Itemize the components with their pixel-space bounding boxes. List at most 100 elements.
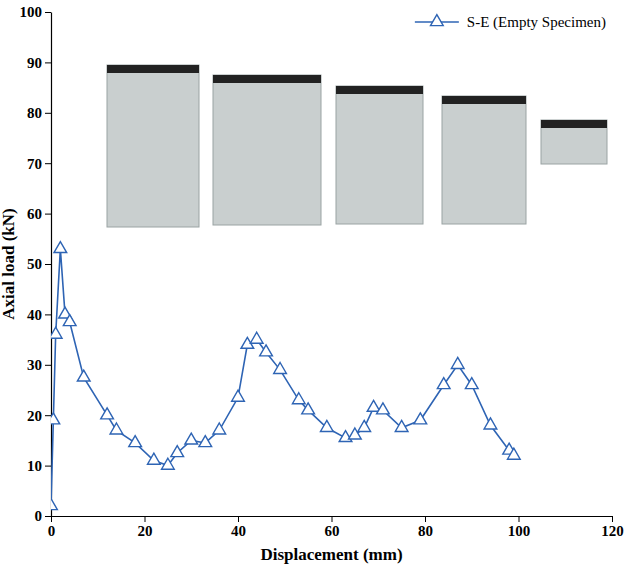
tick-mark [45, 314, 51, 315]
marker [51, 413, 60, 424]
marker [395, 420, 408, 431]
tick-label: 70 [27, 156, 42, 172]
marker [147, 453, 160, 464]
tick-mark [45, 163, 51, 164]
tick-mark [425, 516, 426, 522]
marker [437, 378, 450, 389]
tick-label: 10 [27, 458, 42, 474]
marker [110, 423, 123, 434]
tick: 30 [27, 357, 51, 373]
tick: 80 [418, 516, 433, 539]
marker [320, 420, 333, 431]
y-axis: 0 10 20 30 40 50 60 70 80 90 100 [20, 4, 52, 524]
legend-entry: S-E (Empty Specimen) [415, 14, 606, 31]
plot: 0 20 40 60 80 100 120 0 10 20 30 40 50 60 70 80 90 100 Dis… [20, 4, 624, 564]
tick-label: 40 [27, 307, 42, 323]
tick-mark [332, 516, 333, 522]
tick: 40 [231, 516, 246, 539]
tick: 90 [27, 55, 51, 71]
marker [465, 378, 478, 389]
photos [107, 65, 607, 227]
tick-mark [45, 12, 51, 13]
x-axis-title: Displacement (mm) [260, 545, 402, 564]
tick-label: 100 [508, 523, 531, 539]
tick-mark [612, 516, 613, 522]
marker [77, 370, 90, 381]
tick-mark [145, 516, 146, 522]
marker [507, 448, 520, 459]
photo [442, 96, 526, 224]
legend: S-E (Empty Specimen) [415, 14, 606, 31]
tick-mark [45, 62, 51, 63]
tick-label: 100 [20, 4, 43, 20]
marker [414, 413, 427, 424]
tick-label: 0 [35, 508, 43, 524]
tick: 20 [138, 516, 153, 539]
tick: 80 [27, 105, 51, 121]
tick-label: 50 [27, 256, 42, 272]
legend-label: S-E (Empty Specimen) [467, 14, 606, 31]
tick-label: 80 [418, 523, 433, 539]
photo [107, 65, 199, 227]
tick: 60 [27, 206, 51, 222]
photo-plate [213, 75, 321, 83]
tick: 0 [48, 516, 56, 539]
tick-label: 20 [138, 523, 153, 539]
marker [213, 423, 226, 434]
marker [292, 393, 305, 404]
photo [336, 86, 423, 224]
tick-mark [45, 113, 51, 114]
marker [302, 403, 315, 414]
marker [367, 400, 380, 411]
tick-mark [45, 365, 51, 366]
tick-label: 30 [27, 357, 42, 373]
marker [185, 433, 198, 444]
photo-plate [107, 65, 199, 73]
marker [358, 420, 371, 431]
marker [51, 327, 62, 338]
tick: 40 [27, 307, 51, 323]
axis-line [51, 13, 52, 517]
tick-mark [45, 264, 51, 265]
marker [250, 332, 263, 343]
tick-mark [45, 516, 51, 517]
tick-label: 90 [27, 55, 42, 71]
marker [101, 408, 114, 419]
photo-plate [541, 120, 607, 128]
tick-mark [51, 516, 52, 522]
tick-mark [238, 516, 239, 522]
tick-label: 60 [27, 206, 42, 222]
tick-mark [45, 214, 51, 215]
data [51, 242, 520, 510]
marker [63, 315, 76, 326]
marker [51, 499, 57, 510]
tick: 100 [20, 4, 52, 20]
marker [484, 418, 497, 429]
tick-mark [45, 415, 51, 416]
marker [54, 242, 67, 253]
tick-label: 0 [48, 523, 56, 539]
tick: 70 [27, 156, 51, 172]
photo-plate [442, 96, 526, 104]
photo [213, 75, 321, 225]
tick-mark [519, 516, 520, 522]
tick: 100 [508, 516, 531, 539]
tick-label: 80 [27, 105, 42, 121]
marker [274, 362, 287, 373]
y-axis-title: Axial load (kN) [0, 208, 18, 319]
marker [260, 345, 273, 356]
tick: 10 [27, 458, 51, 474]
tick: 0 [35, 508, 52, 524]
tick-label: 40 [231, 523, 246, 539]
tick: 120 [601, 516, 624, 539]
marker [199, 436, 212, 447]
marker [451, 357, 464, 368]
photo-plate [336, 86, 423, 94]
tick: 50 [27, 256, 51, 272]
tick: 60 [325, 516, 340, 539]
tick-label: 20 [27, 408, 42, 424]
tick-label: 60 [325, 523, 340, 539]
marker [162, 458, 175, 469]
tick-label: 120 [601, 523, 624, 539]
chart: 0 20 40 60 80 100 120 0 10 20 30 40 50 60 70 80 90 100 Dis… [0, 0, 644, 572]
